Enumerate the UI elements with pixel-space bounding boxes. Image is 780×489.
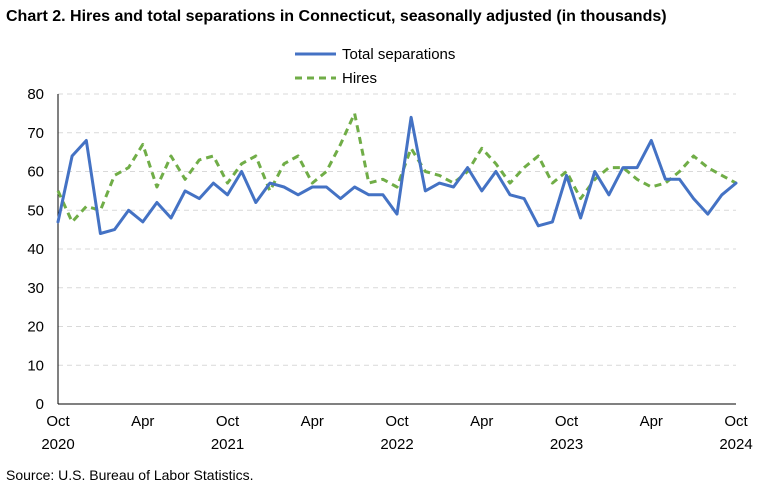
chart-title: Chart 2. Hires and total separations in …	[6, 8, 667, 25]
y-tick-label: 70	[27, 125, 44, 142]
x-tick-label: Apr	[640, 413, 663, 430]
x-tick-year-label: 2022	[380, 436, 413, 453]
x-tick-year-label: 2023	[550, 436, 583, 453]
x-tick-labels: Oct 2020 Apr Oct 2021 Apr Oct 2022 Apr Oct 2023 Apr…	[41, 413, 752, 453]
x-tick-label: Oct	[216, 413, 240, 430]
x-tick-label: Apr	[470, 413, 493, 430]
x-tick-label: Apr	[131, 413, 154, 430]
x-tick-label: Oct	[724, 413, 748, 430]
legend: Total separations Hires	[295, 46, 455, 87]
x-tick-year-label: 2020	[41, 436, 74, 453]
series-line-total-separations	[56, 115, 738, 235]
y-tick-label: 40	[27, 241, 44, 258]
y-tick-label: 20	[27, 319, 44, 336]
y-tick-label: 10	[27, 357, 44, 374]
y-tick-label: 0	[36, 396, 44, 413]
x-tick-year-label: 2021	[211, 436, 244, 453]
y-tick-label: 60	[27, 164, 44, 181]
y-tick-label: 50	[27, 202, 44, 219]
series-line-hires	[56, 111, 737, 224]
legend-label: Total separations	[342, 46, 455, 63]
x-tick-label: Apr	[301, 413, 324, 430]
series-lines	[56, 111, 738, 235]
x-tick-year-label: 2024	[719, 436, 752, 453]
x-tick-label: Oct	[555, 413, 579, 430]
y-tick-label: 30	[27, 280, 44, 297]
legend-label: Hires	[342, 70, 377, 87]
y-tick-labels: 0 10 20 30 40 50 60 70 80	[27, 86, 44, 413]
y-tick-label: 80	[27, 86, 44, 103]
x-tick-label: Oct	[385, 413, 409, 430]
gridlines	[58, 93, 736, 366]
axes	[57, 94, 736, 405]
source-note: Source: U.S. Bureau of Labor Statistics.	[6, 467, 254, 483]
x-tick-label: Oct	[46, 413, 70, 430]
